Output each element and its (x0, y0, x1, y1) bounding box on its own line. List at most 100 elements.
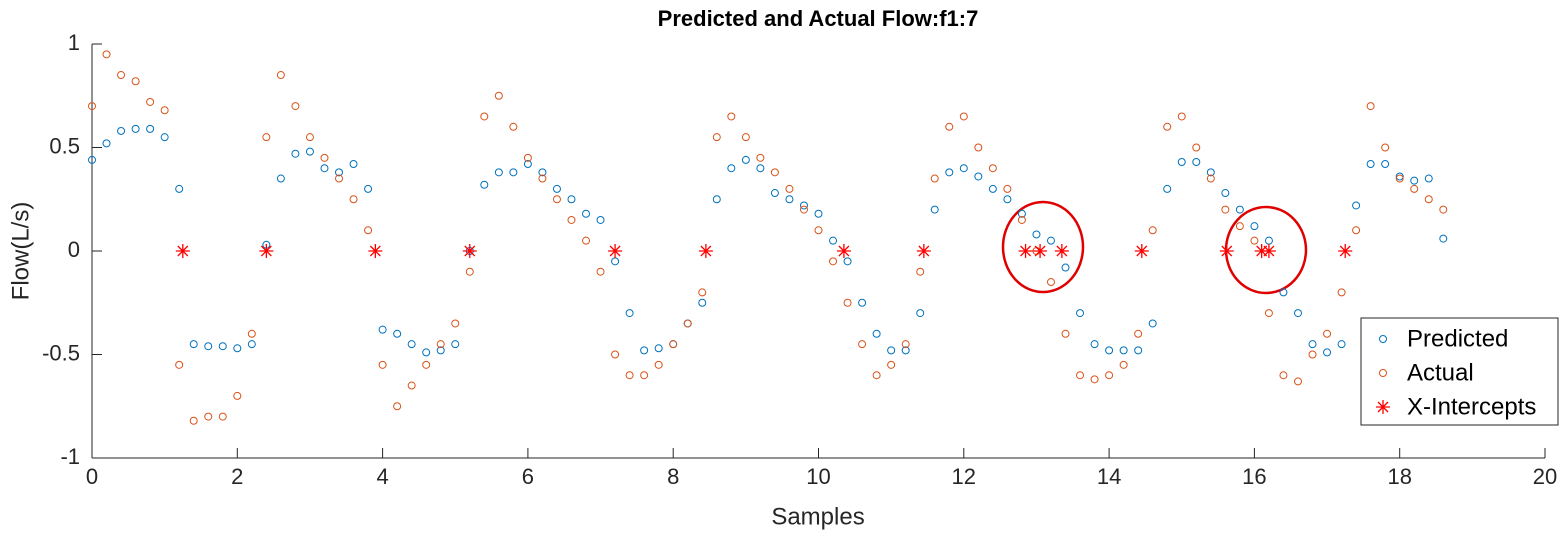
scatter-point (218, 412, 227, 421)
scatter-point (189, 340, 198, 349)
scatter-point (552, 195, 561, 204)
scatter-point (1105, 371, 1114, 380)
chart-title: Predicted and Actual Flow:f1:7 (658, 6, 979, 31)
scatter-point (538, 174, 547, 183)
annotation-circle (1224, 205, 1308, 295)
x-tick-label: 6 (522, 464, 534, 489)
scatter-point (349, 160, 358, 169)
x-tick-label: 20 (1533, 464, 1557, 489)
scatter-point (1366, 102, 1375, 111)
scatter-point (930, 174, 939, 183)
scatter-point (1221, 189, 1230, 198)
scatter-point (814, 226, 823, 235)
scatter-point (276, 174, 285, 183)
scatter-point (291, 149, 300, 158)
scatter-point (451, 340, 460, 349)
scatter-point (1439, 234, 1448, 243)
scatter-point (335, 174, 344, 183)
scatter-point (1235, 205, 1244, 214)
scatter-point (756, 153, 765, 162)
scatter-point (320, 164, 329, 173)
scatter-point (945, 122, 954, 131)
scatter-point (364, 226, 373, 235)
scatter-point (160, 106, 169, 115)
scatter-point (1003, 184, 1012, 193)
scatter-point (160, 133, 169, 142)
x-intercept-marker (1219, 244, 1234, 258)
scatter-point (640, 346, 649, 355)
scatter-point (756, 164, 765, 173)
x-intercept-marker (916, 244, 931, 258)
scatter-point (146, 97, 155, 106)
scatter-point (829, 236, 838, 245)
scatter-point (364, 184, 373, 193)
x-tick-label: 14 (1097, 464, 1121, 489)
scatter-point (974, 143, 983, 152)
x-tick-label: 8 (667, 464, 679, 489)
scatter-point (858, 340, 867, 349)
scatter-point (131, 124, 140, 133)
scatter-point (1177, 157, 1186, 166)
x-intercept-marker (1018, 244, 1033, 258)
scatter-point (247, 329, 256, 338)
scatter-point (843, 298, 852, 307)
scatter-point (1163, 184, 1172, 193)
annotation-circle (1001, 200, 1085, 294)
scatter-point (770, 168, 779, 177)
y-tick-label: -1 (60, 444, 80, 469)
scatter-point (712, 195, 721, 204)
x-tick-label: 0 (86, 464, 98, 489)
scatter-point (1206, 174, 1215, 183)
scatter-point (523, 160, 532, 169)
scatter-point (1119, 346, 1128, 355)
scatter-point (509, 122, 518, 131)
scatter-point (930, 205, 939, 214)
scatter-point (117, 71, 126, 80)
scatter-point (88, 102, 96, 111)
scatter-point (959, 164, 968, 173)
scatter-point (247, 340, 256, 349)
scatter-point (131, 77, 140, 86)
x-intercept-marker (462, 244, 477, 258)
scatter-point (436, 340, 445, 349)
scatter-point (393, 402, 402, 411)
scatter-point (596, 267, 605, 276)
scatter-point (799, 205, 808, 214)
scatter-point (1323, 329, 1332, 338)
x-intercept-marker (1261, 244, 1276, 258)
scatter-point (1395, 174, 1404, 183)
scatter-point (1264, 236, 1273, 245)
scatter-point (698, 288, 707, 297)
legend-label: X-Intercepts (1407, 393, 1536, 420)
scatter-point (916, 309, 925, 318)
scatter-point (480, 180, 489, 189)
x-tick-label: 16 (1242, 464, 1266, 489)
x-axis-label: Samples (771, 503, 864, 530)
scatter-point (843, 257, 852, 266)
scatter-point (611, 350, 620, 359)
scatter-point (582, 236, 591, 245)
scatter-point (785, 195, 794, 204)
scatter-point (117, 126, 126, 135)
scatter-point (872, 329, 881, 338)
scatter-point (1046, 278, 1055, 287)
scatter-point (1061, 263, 1070, 272)
scatter-point (335, 168, 344, 177)
scatter-point (276, 71, 285, 80)
scatter-point (494, 168, 503, 177)
scatter-point (175, 360, 184, 369)
scatter-point (1337, 288, 1346, 297)
scatter-point (727, 112, 736, 121)
x-intercept-marker (698, 244, 713, 258)
scatter-point (799, 201, 808, 210)
scatter-point (1264, 309, 1273, 318)
scatter-point (1017, 209, 1026, 218)
scatter-point (1308, 340, 1317, 349)
scatter-point (1134, 346, 1143, 355)
scatter-point (945, 168, 954, 177)
scatter-point (1439, 205, 1448, 214)
scatter-point (305, 147, 314, 156)
scatter-point (1105, 346, 1114, 355)
scatter-point (1076, 309, 1085, 318)
scatter-point (712, 133, 721, 142)
